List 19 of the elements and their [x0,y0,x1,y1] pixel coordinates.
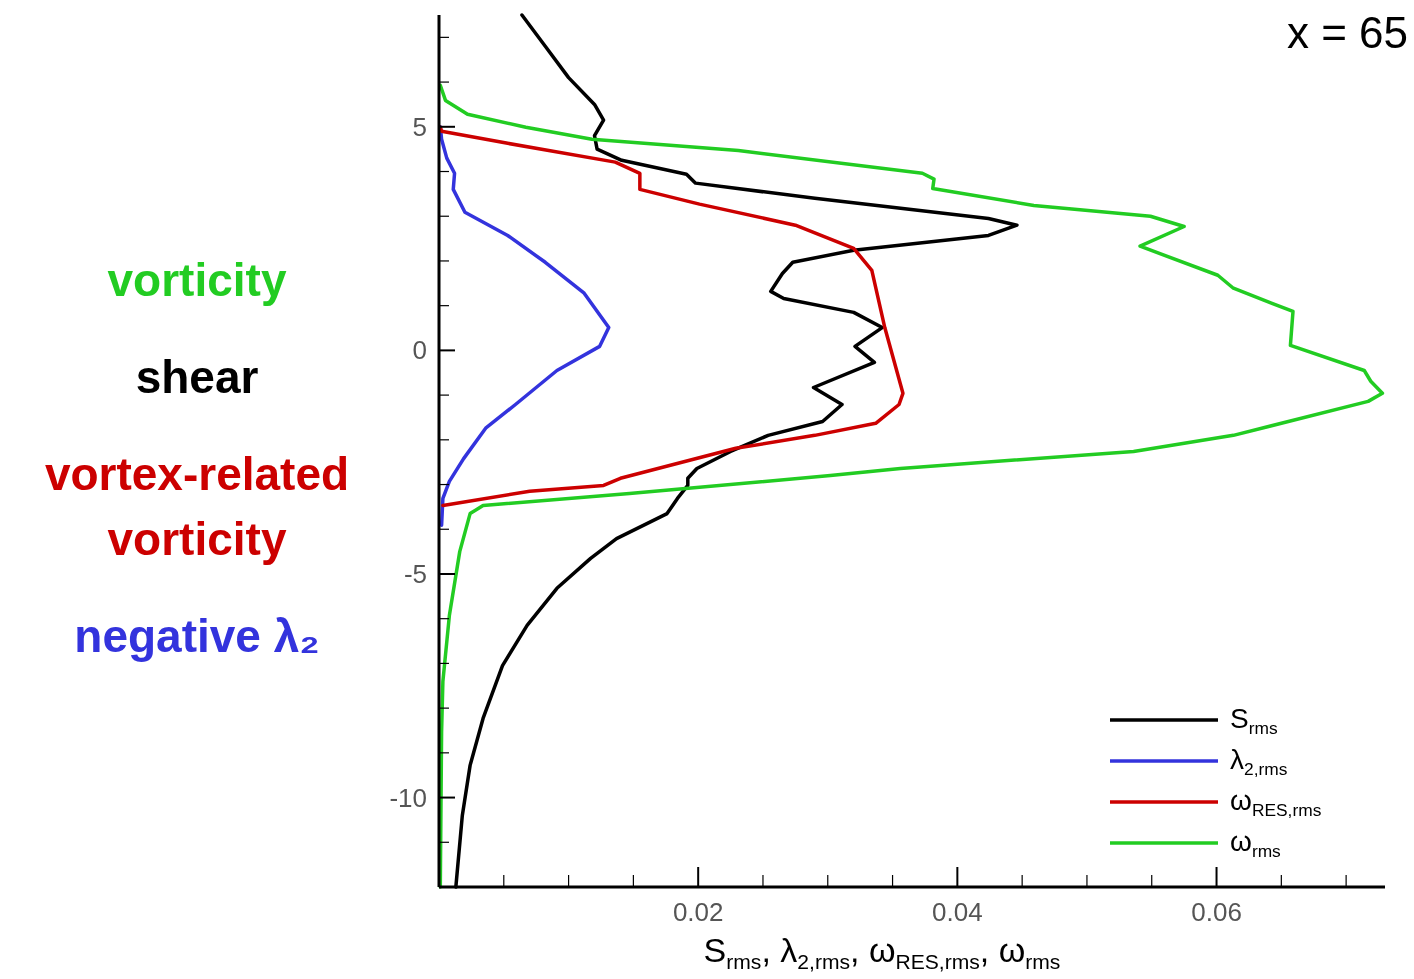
legend-label: S$_{rms}$ [1230,703,1278,739]
x-tick-label: 0.04 [932,897,983,927]
y-tick-label: 5 [412,111,427,142]
legend-label: ω$_{RES,rms}$ [1230,785,1322,821]
y-tick-label: -5 [403,558,427,589]
text: negative λ₂ [74,610,320,662]
text: vorticity [107,254,287,306]
line-series [438,125,611,527]
legend-label: ω$_{rms}$ [1230,826,1282,862]
legend-label: λ$_{2,rms}$ [1230,744,1288,780]
text: vortex-related vorticity [44,448,350,565]
y-tick-label: 0 [412,335,427,366]
y-tick-label: -10 [389,782,427,813]
text: shear [135,351,259,403]
x-tick-label: 0.02 [672,897,724,927]
line-series [438,125,905,508]
x-axis-title: S$_{rms}$, λ$_{2,rms}$, ω$_{RES,rms}$, ω$_{rms}$ [703,931,1061,974]
chart-title: x = 65 [1286,8,1408,57]
x-tick-label: 0.06 [1191,897,1242,927]
